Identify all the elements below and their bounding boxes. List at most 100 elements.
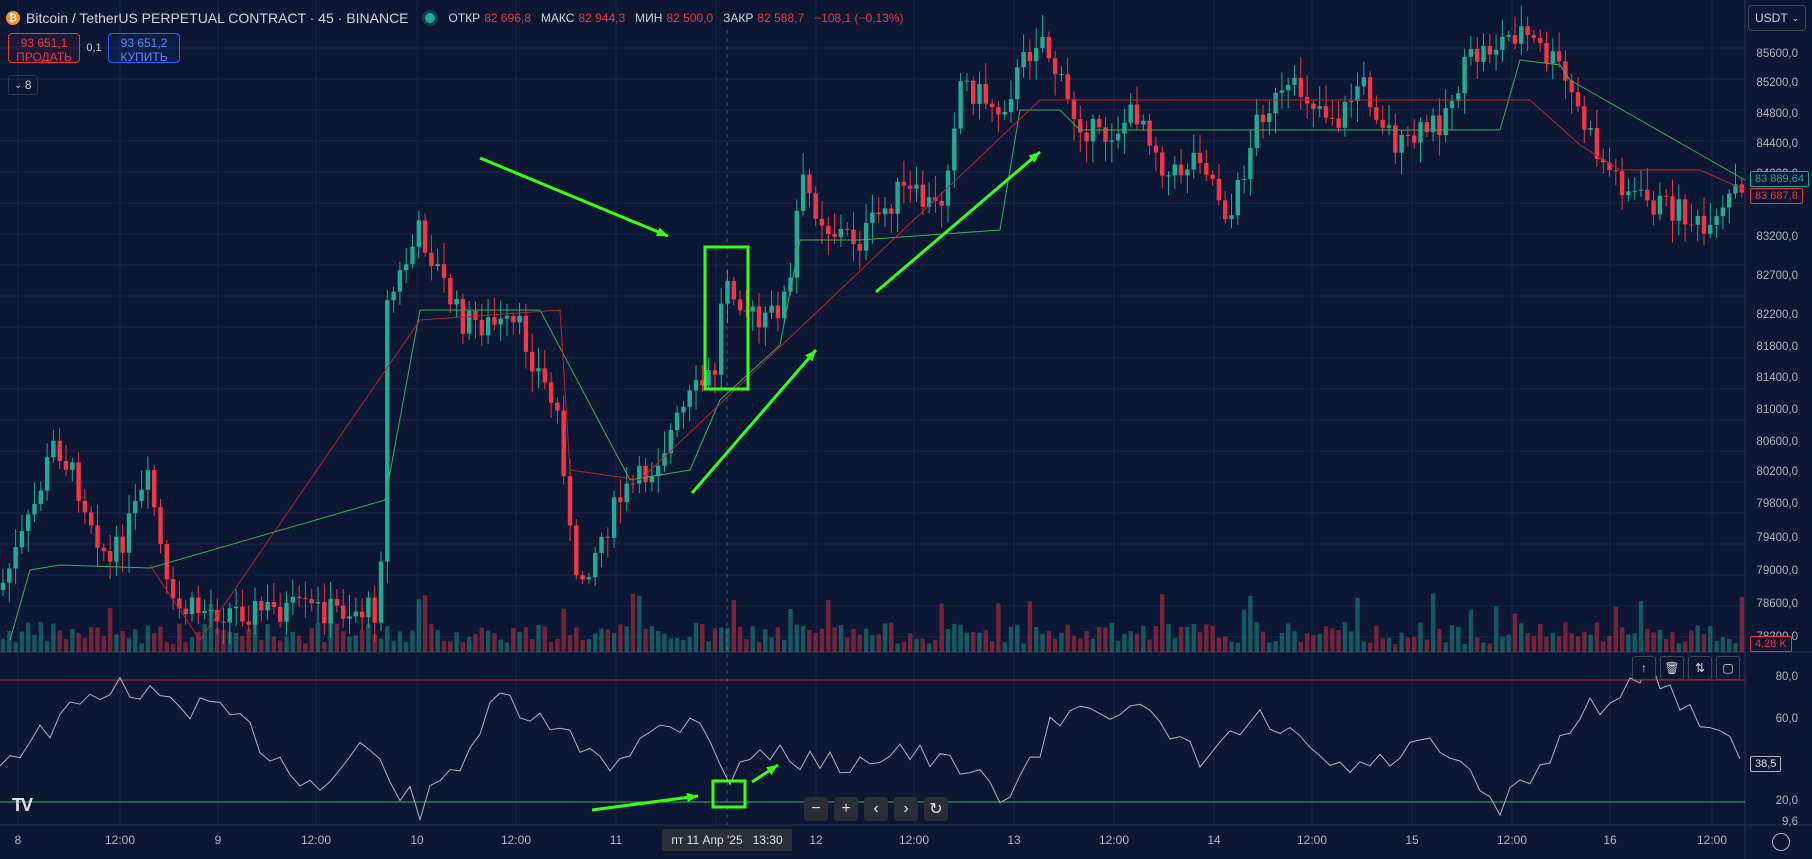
volume-bar <box>731 599 736 652</box>
volume-bar <box>895 643 900 652</box>
volume-bar <box>637 595 642 652</box>
volume-bar <box>782 640 787 652</box>
candle-body <box>328 599 333 624</box>
buy-button[interactable]: 93 651,2 КУПИТЬ <box>108 33 180 64</box>
time-axis-label: 12:00 <box>104 833 136 847</box>
volume-bar <box>460 642 466 652</box>
volume-bar <box>1185 626 1190 652</box>
scroll-left-icon[interactable]: ‹ <box>864 797 888 821</box>
delete-icon[interactable]: 🗑 <box>1660 656 1684 680</box>
volume-bar <box>19 631 25 652</box>
volume-bar <box>1733 643 1738 652</box>
volume-bar <box>1197 632 1203 652</box>
volume-bar <box>530 638 535 652</box>
annotation-box <box>711 779 747 809</box>
candle-body <box>227 608 232 623</box>
annotation-arrow-head <box>805 350 816 362</box>
sell-button[interactable]: 93 651,1 ПРОДАТЬ <box>8 33 80 64</box>
volume-bar <box>1412 636 1417 652</box>
candle-body <box>1122 122 1127 134</box>
settings-gear-icon[interactable] <box>1772 833 1790 851</box>
zoom-in-icon[interactable]: + <box>834 797 858 821</box>
volume-bar <box>719 627 724 652</box>
annotation-arrow-head <box>656 227 668 237</box>
candle-body <box>189 597 195 615</box>
volume-bar <box>819 628 825 652</box>
candle-body <box>63 460 69 470</box>
candle-body <box>523 315 529 352</box>
candle-body <box>1323 106 1329 118</box>
scroll-right-icon[interactable]: › <box>894 797 918 821</box>
candle-body <box>763 312 768 328</box>
volume-bar <box>712 628 718 652</box>
volume-bar <box>580 639 585 652</box>
candle-body <box>233 606 239 609</box>
candle-body <box>334 599 340 606</box>
currency-select[interactable]: USDT ⌄ <box>1748 5 1806 31</box>
candle-body <box>511 315 516 323</box>
volume-bar <box>1311 634 1316 652</box>
move-up-icon[interactable]: ↑ <box>1632 656 1656 680</box>
candle-body <box>536 368 541 372</box>
volume-bar <box>1506 634 1511 652</box>
candle-body <box>1506 35 1511 37</box>
volume-bar <box>1153 626 1159 652</box>
volume-bar <box>1462 643 1467 652</box>
candle-body <box>876 212 881 215</box>
candle-body <box>1349 101 1354 103</box>
volume-bar <box>479 627 484 652</box>
volume-bar <box>1336 629 1341 652</box>
price-axis-label: 85200,0 <box>1756 77 1798 89</box>
volume-bar <box>95 627 100 652</box>
volume-bar <box>1172 638 1177 652</box>
candle-body <box>271 601 277 607</box>
candle-body <box>687 390 692 407</box>
candle-body <box>1229 215 1234 220</box>
candle-body <box>107 551 113 562</box>
volume-bar <box>1588 634 1593 652</box>
volume-bar <box>1626 634 1631 652</box>
candle-body <box>221 621 226 623</box>
time-axis-label: 12 <box>809 833 823 847</box>
candle-body <box>605 536 610 538</box>
candle-body <box>561 410 566 477</box>
candle-body <box>315 601 321 604</box>
collapse-icon[interactable]: ⇅ <box>1688 656 1712 680</box>
volume-bar <box>1664 638 1669 652</box>
close-value: 82 588,7 <box>757 11 805 25</box>
volume-bar <box>649 626 655 652</box>
candle-body <box>1601 159 1606 163</box>
candle-body <box>1412 135 1417 143</box>
candle-body <box>1235 179 1240 216</box>
candle-body <box>1594 128 1600 160</box>
volume-bar <box>183 642 188 652</box>
zoom-out-icon[interactable]: − <box>804 797 828 821</box>
volume-bar <box>82 638 88 652</box>
price-axis-label: 83200,0 <box>1756 231 1798 243</box>
volume-bar <box>1097 627 1102 652</box>
indicators-toggle-button[interactable]: ⌄ 8 <box>8 75 38 95</box>
candle-body <box>983 84 988 104</box>
volume-bar <box>1418 622 1423 652</box>
candle-body <box>700 380 705 386</box>
reset-icon[interactable]: ↻ <box>924 797 948 821</box>
candle-body <box>1374 107 1379 120</box>
candle-body <box>870 212 875 223</box>
candle-body <box>668 429 673 454</box>
candle-body <box>1115 133 1121 141</box>
volume-bar <box>1235 642 1240 652</box>
candle-body <box>378 561 384 623</box>
volume-bar <box>70 629 75 652</box>
volume-bar <box>1714 640 1719 652</box>
symbol-title[interactable]: Bitcoin / TetherUS PERPETUAL CONTRACT · … <box>26 10 409 26</box>
price-axis-label: 80600,0 <box>1756 436 1798 448</box>
volume-bar <box>901 641 907 652</box>
volume-bar <box>693 623 699 652</box>
maximize-icon[interactable]: ▢ <box>1716 656 1740 680</box>
time-axis-label: 12:00 <box>1496 833 1528 847</box>
volume-bar <box>473 633 478 652</box>
time-axis-label: 10 <box>410 833 424 847</box>
candle-body <box>51 440 56 458</box>
